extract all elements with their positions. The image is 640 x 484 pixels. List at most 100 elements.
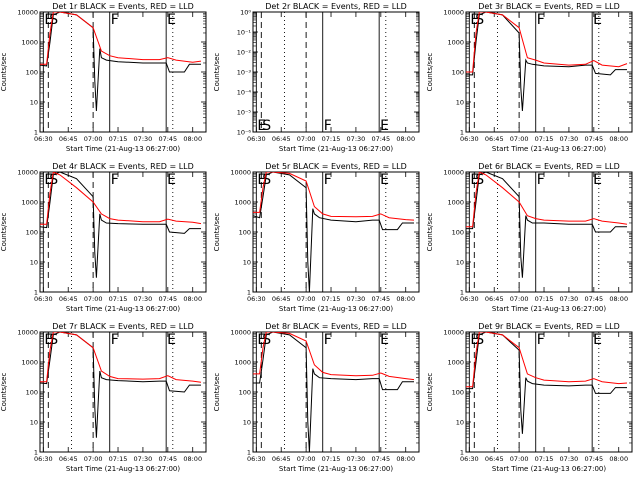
- x-tick-label: 07:15: [322, 455, 341, 463]
- x-tick-label: 08:00: [183, 295, 202, 303]
- y-axis-label: Counts/sec: [213, 213, 221, 252]
- x-tick-label: 07:00: [297, 455, 316, 463]
- y-tick-label: 100: [26, 69, 38, 77]
- x-tick-label: 07:00: [510, 135, 529, 143]
- x-tick-label: 07:30: [134, 295, 153, 303]
- event-marker-label: F: [324, 172, 332, 188]
- panel-title: Det 2r BLACK = Events, RED = LLD: [265, 2, 407, 11]
- x-tick-label: 07:15: [109, 295, 128, 303]
- x-tick-label: 06:45: [272, 455, 291, 463]
- x-tick-label: 06:30: [460, 135, 479, 143]
- x-tick-label: 06:30: [247, 135, 266, 143]
- x-tick-label: 07:45: [371, 295, 390, 303]
- x-axis-label: Start Time (21-Aug-13 06:27:00): [492, 465, 606, 473]
- y-tick-label: 1000: [447, 199, 464, 207]
- x-tick-label: 08:00: [609, 455, 628, 463]
- y-tick-label: 1000: [21, 39, 38, 47]
- x-tick-label: 07:00: [84, 135, 103, 143]
- series-line-events: [253, 172, 414, 292]
- x-axis-label: Start Time (21-Aug-13 06:27:00): [492, 305, 606, 313]
- panel-title: Det 4r BLACK = Events, RED = LLD: [52, 162, 194, 171]
- y-axis-label: Counts/sec: [213, 53, 221, 92]
- y-axis-label: Counts/sec: [0, 53, 8, 92]
- x-tick-label: 07:00: [510, 295, 529, 303]
- series-line-events: [40, 332, 201, 438]
- panel-det-1: Det 1r BLACK = Events, RED = LLD 1 10 100 10…: [0, 2, 206, 153]
- x-axis-label: Start Time (21-Aug-13 06:27:00): [492, 145, 606, 153]
- y-tick-label: 10000: [443, 329, 464, 337]
- series-line-lld: [253, 332, 414, 380]
- x-tick-label: 08:00: [396, 295, 415, 303]
- x-tick-label: 06:45: [59, 455, 78, 463]
- x-tick-label: 06:45: [485, 295, 504, 303]
- series-line-lld: [40, 12, 201, 64]
- x-tick-label: 07:30: [347, 295, 366, 303]
- y-axis-label: Counts/sec: [213, 373, 221, 412]
- panel-title: Det 9r BLACK = Events, RED = LLD: [478, 322, 620, 331]
- event-marker-label: S: [262, 118, 271, 134]
- x-axis-label: Start Time (21-Aug-13 06:27:00): [66, 145, 180, 153]
- x-tick-label: 07:30: [560, 295, 579, 303]
- x-axis-label: Start Time (21-Aug-13 06:27:00): [66, 465, 180, 473]
- panel-det-9: Det 9r BLACK = Events, RED = LLD11010010…: [426, 322, 632, 473]
- y-tick-label: 100: [452, 229, 464, 237]
- x-tick-label: 08:00: [183, 135, 202, 143]
- event-marker-label: E: [593, 332, 602, 348]
- x-axis-label: Start Time (21-Aug-13 06:27:00): [279, 465, 393, 473]
- y-tick-label: 10: [456, 99, 464, 107]
- y-tick-label: 100: [26, 389, 38, 397]
- y-tick-label: 10000: [230, 329, 251, 337]
- y-tick-label: 10000: [230, 169, 251, 177]
- plot-frame: [40, 172, 206, 292]
- x-tick-label: 06:45: [272, 295, 291, 303]
- x-tick-label: 07:15: [322, 135, 341, 143]
- y-tick-label: 10: [456, 259, 464, 267]
- plot-frame: [466, 12, 632, 132]
- y-tick-label: 1000: [234, 199, 251, 207]
- x-tick-label: 07:45: [158, 455, 177, 463]
- series-line-lld: [40, 332, 201, 382]
- x-tick-label: 07:15: [535, 135, 554, 143]
- panel-title: Det 5r BLACK = Events, RED = LLD: [265, 162, 407, 171]
- x-tick-label: 06:45: [59, 295, 78, 303]
- y-tick-label: 10000: [443, 169, 464, 177]
- y-tick-label: 10000: [17, 169, 38, 177]
- plot-frame: [253, 172, 419, 292]
- x-tick-label: 08:00: [396, 455, 415, 463]
- plot-frame: [466, 332, 632, 452]
- event-marker-label: F: [537, 332, 545, 348]
- event-marker-label: E: [167, 332, 176, 348]
- event-marker-label: E: [167, 12, 176, 28]
- x-tick-label: 06:30: [34, 295, 53, 303]
- x-tick-label: 06:30: [460, 455, 479, 463]
- series-line-events: [253, 332, 414, 452]
- x-tick-label: 06:45: [59, 135, 78, 143]
- y-tick-label: 1000: [447, 359, 464, 367]
- y-tick-label: 1000: [21, 199, 38, 207]
- series-line-events: [466, 172, 627, 278]
- x-tick-label: 07:30: [134, 135, 153, 143]
- y-tick-label: 1000: [21, 359, 38, 367]
- y-tick-label: 10: [30, 259, 38, 267]
- y-axis-label: Counts/sec: [426, 373, 434, 412]
- x-tick-label: 07:30: [134, 455, 153, 463]
- y-tick-label: 100: [452, 69, 464, 77]
- x-tick-label: 06:30: [247, 295, 266, 303]
- y-tick-label: 10⁻³: [237, 69, 252, 77]
- x-tick-label: 08:00: [183, 455, 202, 463]
- series-line-lld: [40, 172, 201, 224]
- x-tick-label: 07:45: [371, 135, 390, 143]
- y-tick-label: 10⁻¹: [237, 29, 252, 37]
- event-marker-label: E: [593, 12, 602, 28]
- panel-title: Det 6r BLACK = Events, RED = LLD: [478, 162, 620, 171]
- plot-frame: [253, 332, 419, 452]
- series-line-lld: [466, 332, 627, 387]
- x-tick-label: 06:45: [485, 135, 504, 143]
- x-tick-label: 07:15: [535, 455, 554, 463]
- panel-det-5: Det 5r BLACK = Events, RED = LLD 1 10 100 10…: [213, 162, 419, 313]
- x-tick-label: 07:00: [297, 295, 316, 303]
- x-tick-label: 07:00: [84, 455, 103, 463]
- event-marker-label: F: [111, 12, 119, 28]
